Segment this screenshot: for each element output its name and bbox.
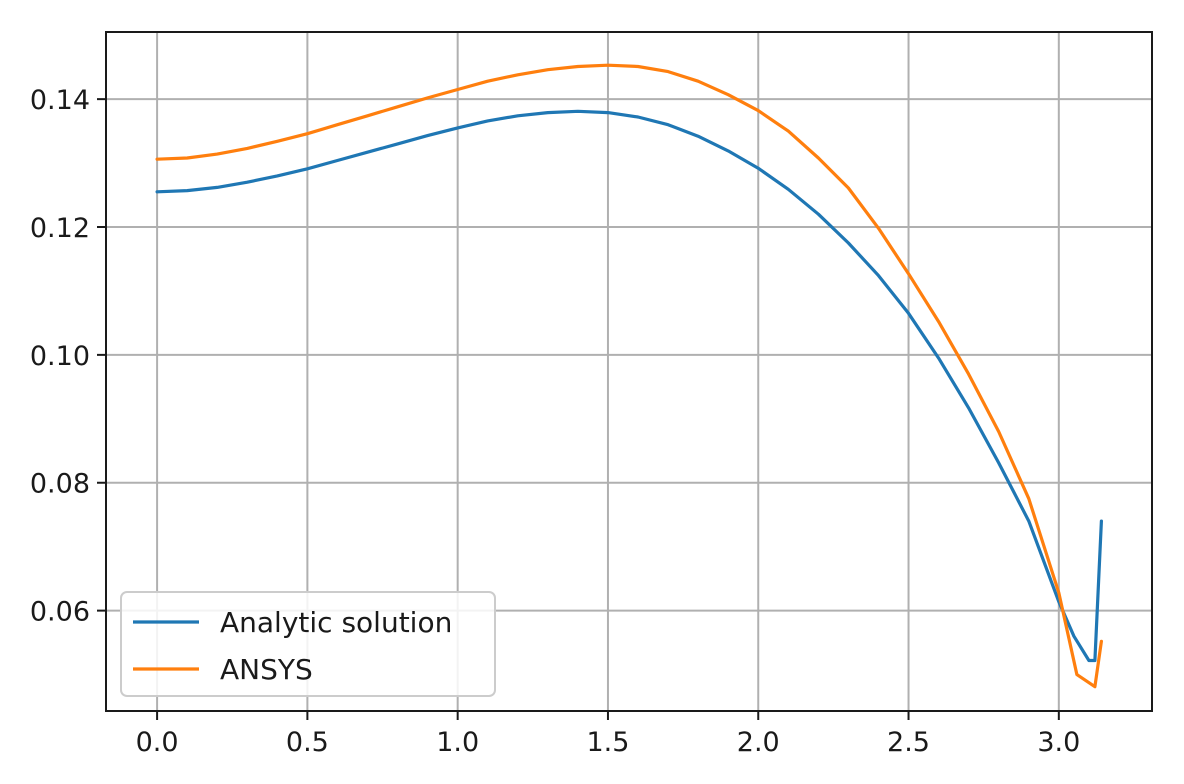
legend: Analytic solution ANSYS bbox=[120, 591, 496, 697]
y-tick-label: 0.12 bbox=[30, 213, 90, 244]
x-tick-label: 1.5 bbox=[586, 727, 629, 758]
x-tick-label: 1.0 bbox=[436, 727, 479, 758]
x-tick-label: 0.0 bbox=[136, 727, 179, 758]
x-tick-label: 2.5 bbox=[887, 727, 930, 758]
legend-label: Analytic solution bbox=[220, 606, 452, 639]
y-tick-label: 0.14 bbox=[30, 85, 90, 116]
plot-area-frame bbox=[105, 31, 1153, 712]
series-lines bbox=[155, 63, 1104, 689]
y-tick-label: 0.08 bbox=[30, 469, 90, 500]
x-tick-label: 3.0 bbox=[1037, 727, 1080, 758]
y-tick-label: 0.10 bbox=[30, 341, 90, 372]
y-tick-label: 0.06 bbox=[30, 597, 90, 628]
x-tick-label: 0.5 bbox=[286, 727, 329, 758]
legend-label: ANSYS bbox=[220, 653, 313, 686]
series-line-analytic-solution bbox=[155, 109, 1104, 663]
legend-box bbox=[120, 591, 496, 697]
series-line-ansys bbox=[155, 63, 1104, 689]
axis-ticks: 0.0 0.5 1.0 1.5 2.0 2.5 3.0 0.06 0.08 0.10 0.12 0.1… bbox=[30, 85, 1080, 758]
x-tick-label: 2.0 bbox=[737, 727, 780, 758]
